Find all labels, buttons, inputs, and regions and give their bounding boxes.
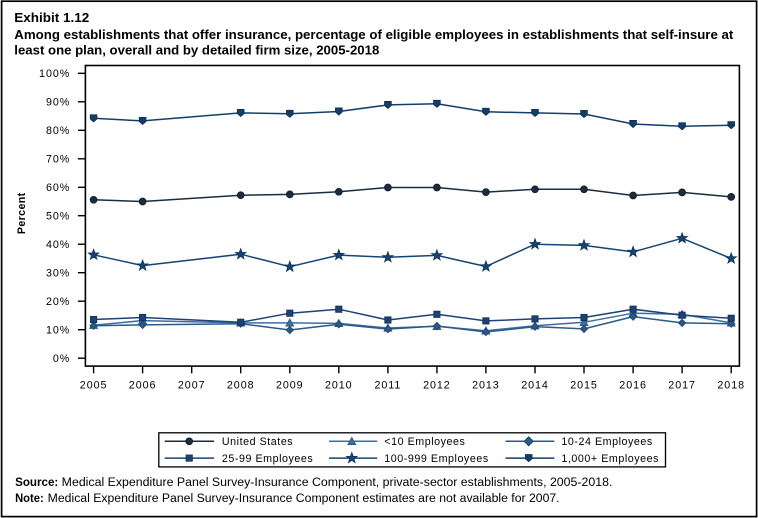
svg-text:0%: 0%: [53, 353, 70, 365]
svg-text:Medical Expenditure Panel Surv: Medical Expenditure Panel Survey-Insuran…: [48, 493, 560, 505]
svg-text:70%: 70%: [46, 154, 70, 166]
svg-text:Exhibit 1.12: Exhibit 1.12: [14, 10, 89, 25]
svg-text:2016: 2016: [619, 380, 647, 392]
svg-text:2011: 2011: [375, 380, 402, 392]
svg-text:2014: 2014: [521, 380, 549, 392]
svg-text:1,000+ Employees: 1,000+ Employees: [561, 453, 659, 465]
svg-text:2013: 2013: [472, 380, 500, 392]
svg-text:2007: 2007: [178, 380, 206, 392]
svg-text:2009: 2009: [276, 380, 304, 392]
svg-text:2015: 2015: [570, 380, 598, 392]
svg-text:<10 Employees: <10 Employees: [384, 436, 465, 448]
svg-text:50%: 50%: [46, 211, 70, 223]
svg-text:100%: 100%: [39, 68, 70, 80]
svg-text:90%: 90%: [46, 97, 70, 109]
svg-text:Among establishments that offe: Among establishments that offer insuranc…: [14, 27, 734, 42]
svg-text:20%: 20%: [46, 296, 70, 308]
svg-text:10%: 10%: [46, 325, 70, 337]
svg-text:2010: 2010: [325, 380, 353, 392]
svg-text:2008: 2008: [227, 380, 255, 392]
svg-text:least one plan, overall and by: least one plan, overall and by detailed …: [14, 42, 379, 57]
svg-text:10-24 Employees: 10-24 Employees: [561, 436, 652, 448]
svg-text:100-999 Employees: 100-999 Employees: [384, 453, 488, 465]
svg-text:Medical Expenditure Panel Surv: Medical Expenditure Panel Survey-Insuran…: [62, 477, 613, 489]
svg-text:2012: 2012: [423, 380, 451, 392]
svg-text:2006: 2006: [129, 380, 157, 392]
svg-text:2017: 2017: [668, 380, 696, 392]
svg-text:United States: United States: [222, 436, 293, 448]
svg-text:40%: 40%: [46, 239, 70, 251]
svg-text:Percent: Percent: [16, 192, 28, 234]
svg-text:60%: 60%: [46, 182, 70, 194]
svg-text:25-99 Employees: 25-99 Employees: [222, 453, 313, 465]
svg-text:30%: 30%: [46, 268, 70, 280]
svg-text:Source:: Source:: [15, 477, 58, 489]
svg-text:80%: 80%: [46, 125, 70, 137]
svg-text:2005: 2005: [80, 380, 108, 392]
svg-text:2018: 2018: [717, 380, 745, 392]
svg-text:Note:: Note:: [15, 493, 44, 505]
